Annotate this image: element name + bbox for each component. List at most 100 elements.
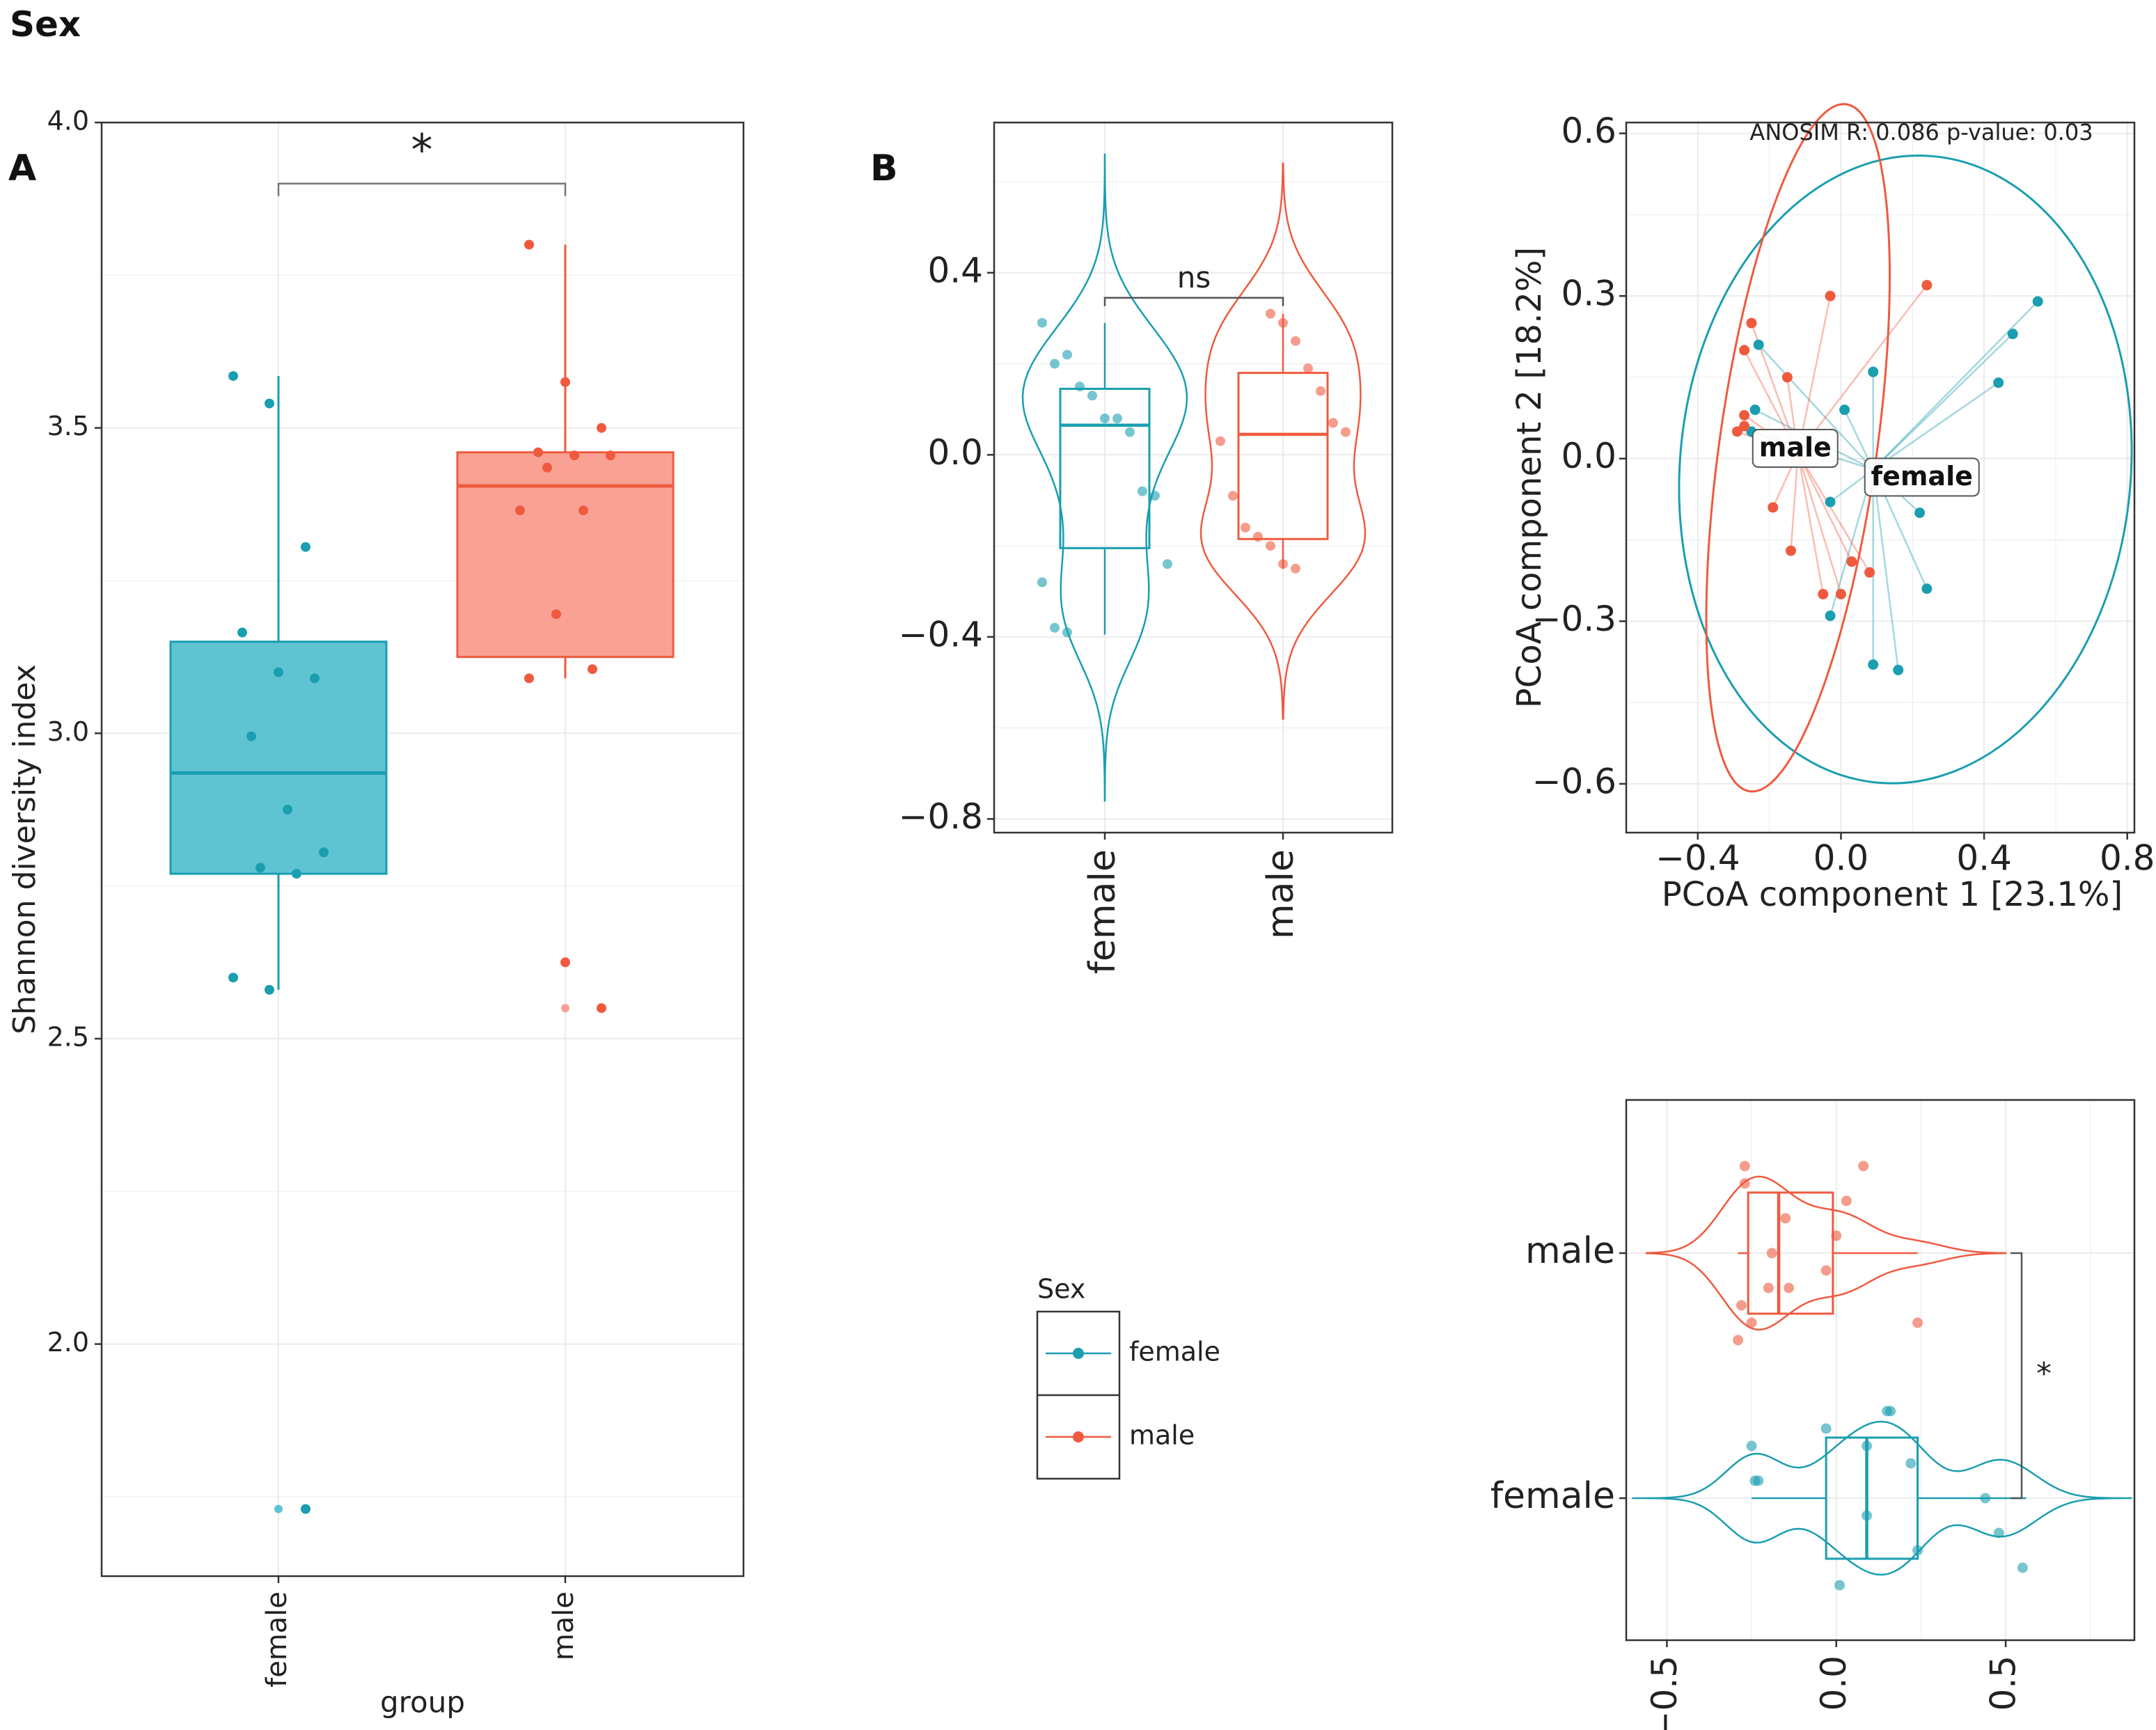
point-b-male — [1341, 427, 1351, 437]
pcoa-ellipse-female — [1678, 155, 2133, 785]
point-b-female — [1163, 559, 1172, 569]
point-a-female — [228, 371, 238, 382]
pc1-point-male — [1736, 1300, 1747, 1311]
point-b-female — [1050, 359, 1060, 369]
point-b-female — [1150, 491, 1160, 501]
pcoa-point-male — [1818, 588, 1829, 599]
pc1-y-tick-label: male — [1525, 1230, 1615, 1272]
point-b-female — [1062, 349, 1072, 360]
pcoa-spider-male — [1790, 453, 1800, 551]
pc1-point-female — [1834, 1580, 1846, 1591]
panel-a-y-tick-label: 2.5 — [47, 1021, 89, 1052]
pcoa-point-male — [1835, 588, 1846, 599]
pcoa-y-axis-title: PCoA component 2 [18.2%] — [1510, 247, 1549, 708]
point-a-female — [283, 804, 292, 815]
pc1-point-male — [1820, 1265, 1832, 1276]
pcoa-point-male — [1921, 280, 1933, 291]
box-a-female — [169, 640, 388, 875]
panel-a-x-tick-label: female — [261, 1591, 293, 1688]
pc1-point-female — [1993, 1527, 2004, 1539]
pcoa-spider-female — [1758, 344, 1874, 471]
pcoa-x-axis-title: PCoA component 1 [23.1%] — [1662, 875, 2123, 914]
panel-a-y-tick-label: 3.0 — [47, 716, 89, 747]
point-a-male — [588, 664, 597, 675]
point-b-female — [1062, 627, 1072, 638]
panel-a-y-tick-label: 4.0 — [47, 106, 89, 136]
pcoa-point-female — [1914, 508, 1926, 519]
point-a-male — [560, 377, 570, 387]
violin-b-male — [1199, 162, 1367, 720]
point-b-female — [1075, 382, 1085, 392]
point-a-male — [597, 1003, 606, 1014]
legend-point-female — [1073, 1348, 1084, 1359]
point-b-male — [1266, 308, 1275, 319]
pc1-point-male — [1831, 1230, 1842, 1241]
pcoa-x-tick-label: 0.8 — [2100, 838, 2155, 879]
pc1-significance-bracket — [2011, 1252, 2023, 1500]
point-a-female — [274, 667, 283, 677]
pcoa-point-male — [1739, 409, 1750, 420]
box-a-male — [456, 451, 675, 659]
point-b-female — [1037, 317, 1047, 328]
point-a-female — [246, 731, 256, 741]
point-b-female — [1112, 414, 1122, 423]
pcoa-spider-male — [1797, 453, 1842, 595]
pcoa-point-male — [1846, 556, 1857, 567]
legend-label-female: female — [1129, 1337, 1220, 1367]
panel-a-y-tick-label: 3.5 — [47, 411, 89, 441]
point-b-female — [1087, 391, 1097, 401]
pc1-point-female — [2017, 1562, 2028, 1573]
point-b-female — [1050, 622, 1060, 633]
pcoa-spider-female — [1872, 333, 2014, 471]
pc1-point-female — [1820, 1423, 1832, 1434]
point-b-male — [1253, 532, 1263, 542]
point-a-male — [515, 505, 525, 516]
pc1-x-tick-label: 0.5 — [1983, 1656, 2024, 1711]
pcoa-x-tick-label: 0.0 — [1813, 838, 1869, 879]
panel-a-significance-label: * — [411, 125, 433, 175]
panel-a-y-axis-title: Shannon diversity index — [7, 664, 42, 1035]
panel-a-y-tick-label: 2.0 — [47, 1327, 89, 1358]
pc1-box-male — [1747, 1191, 1834, 1315]
box-b-male — [1237, 372, 1329, 540]
pcoa-y-tick-label: −0.6 — [1532, 761, 1616, 801]
panel-a-frame — [100, 121, 745, 1578]
pcoa-label-box-female — [1864, 457, 1980, 497]
pc1-significance-label: * — [2036, 1356, 2052, 1392]
pc1-violin-male — [1645, 1175, 2007, 1331]
pcoa-point-female — [1825, 496, 1836, 508]
pcoa-title: ANOSIM R: 0.086 p-value: 0.03 — [1749, 119, 2093, 146]
point-a-male — [551, 609, 561, 620]
point-a-female — [255, 863, 265, 873]
pcoa-point-female — [1921, 583, 1933, 595]
point-a-male — [569, 450, 579, 461]
pcoa-label-male: male — [1759, 432, 1832, 462]
box-a-female-outlier — [274, 1504, 283, 1513]
point-b-female — [1037, 577, 1047, 588]
pcoa-frame — [1625, 121, 2136, 834]
pc1-point-female — [1912, 1545, 1923, 1556]
pc1-point-male — [1739, 1178, 1750, 1189]
pcoa-point-female — [1993, 377, 2004, 388]
pcoa-point-male — [1739, 345, 1750, 356]
panel-b-y-tick-label: 0.4 — [927, 250, 983, 290]
point-b-female — [1138, 486, 1147, 496]
pc1-frame — [1625, 1099, 2136, 1642]
figure-title: Sex — [10, 4, 81, 45]
point-a-male — [542, 462, 552, 473]
violin-b-female — [1021, 153, 1188, 802]
pcoa-y-tick-label: 0.0 — [1561, 436, 1616, 476]
pcoa-x-tick-label: 0.4 — [1956, 838, 2012, 879]
panel-b-y-tick-label: 0.0 — [927, 432, 983, 473]
point-b-male — [1241, 522, 1250, 533]
point-a-female — [301, 542, 310, 552]
point-b-female — [1100, 414, 1110, 423]
pc1-point-male — [1739, 1161, 1750, 1172]
panel-a-x-tick-label: male — [548, 1591, 580, 1660]
pcoa-spider-female — [1873, 382, 1999, 471]
point-a-female — [265, 398, 274, 409]
panel-b-significance-label: ns — [1177, 260, 1211, 294]
pcoa-point-female — [1839, 404, 1850, 416]
pc1-violin-background — [1626, 1100, 2134, 1640]
